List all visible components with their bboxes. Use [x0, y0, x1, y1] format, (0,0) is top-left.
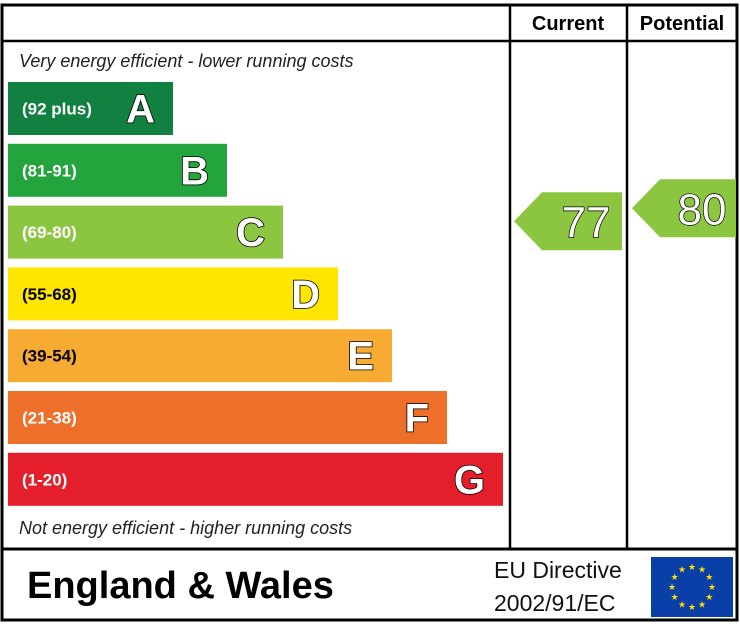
band-letter-c: C [236, 211, 265, 255]
eu-flag-star-icon: ★ [678, 599, 686, 609]
band-bar-e [8, 329, 392, 383]
current-column-header: Current [532, 13, 605, 35]
rating-bands: (92 plus) A (81-91) B (69-80) C (55-68) D (39-54… [8, 82, 503, 506]
band-range-c: (69-80) [22, 223, 77, 242]
eu-flag-star-icon: ★ [698, 565, 706, 575]
directive-line-1: EU Directive [494, 557, 622, 583]
band-e: (39-54) E [8, 329, 392, 383]
band-letter-b: B [180, 149, 209, 193]
country-label: England & Wales [27, 565, 334, 607]
band-letter-g: G [454, 458, 485, 502]
band-bar-d [8, 267, 338, 321]
band-range-f: (21-38) [22, 409, 77, 428]
band-d: (55-68) D [8, 267, 338, 321]
eu-flag-star-icon: ★ [668, 582, 676, 592]
eu-flag-star-icon: ★ [705, 572, 713, 582]
band-range-e: (39-54) [22, 347, 77, 366]
eu-flag-star-icon: ★ [708, 582, 716, 592]
eu-flag-star-icon: ★ [678, 565, 686, 575]
eu-flag-star-icon: ★ [671, 572, 679, 582]
band-letter-a: A [126, 88, 155, 132]
band-bar-a [8, 82, 173, 135]
band-b: (81-91) B [8, 143, 227, 197]
band-a: (92 plus) A [8, 82, 173, 135]
band-g: (1-20) G [8, 452, 503, 506]
band-range-a: (92 plus) [22, 100, 92, 119]
band-bar-c [8, 205, 283, 259]
potential-column-header: Potential [640, 13, 724, 35]
eu-flag-star-icon: ★ [705, 592, 713, 602]
band-letter-e: E [347, 335, 374, 379]
top-caption: Very energy efficient - lower running co… [19, 51, 354, 71]
directive-line-2: 2002/91/EC [494, 590, 615, 616]
potential-rating-arrow-value: 80 [678, 185, 727, 234]
eu-flag-star-icon: ★ [671, 592, 679, 602]
band-letter-d: D [291, 273, 320, 317]
band-c: (69-80) C [8, 205, 283, 259]
band-f: (21-38) F [8, 391, 447, 444]
potential-rating-arrow-shape [632, 179, 736, 238]
eu-flag-star-icon: ★ [698, 599, 706, 609]
potential-rating-arrow: 80 [632, 179, 736, 238]
eu-flag-star-icon: ★ [688, 562, 696, 572]
band-range-b: (81-91) [22, 161, 77, 180]
eu-flag: ★ ★★★★★★★★★★★ [651, 557, 733, 617]
rating-arrows: 77 80 [514, 179, 736, 251]
band-range-g: (1-20) [22, 470, 67, 489]
bottom-caption: Not energy efficient - higher running co… [19, 518, 352, 538]
current-rating-arrow: 77 [514, 192, 622, 251]
band-bar-b [8, 143, 227, 197]
band-letter-f: F [405, 397, 429, 441]
band-range-d: (55-68) [22, 285, 77, 304]
current-rating-arrow-value: 77 [562, 198, 611, 247]
eu-flag-star-icon: ★ [688, 602, 696, 612]
band-bar-g [8, 452, 503, 506]
current-rating-arrow-shape [514, 192, 622, 251]
eu-flag-background [651, 557, 733, 617]
band-bar-f [8, 391, 447, 444]
